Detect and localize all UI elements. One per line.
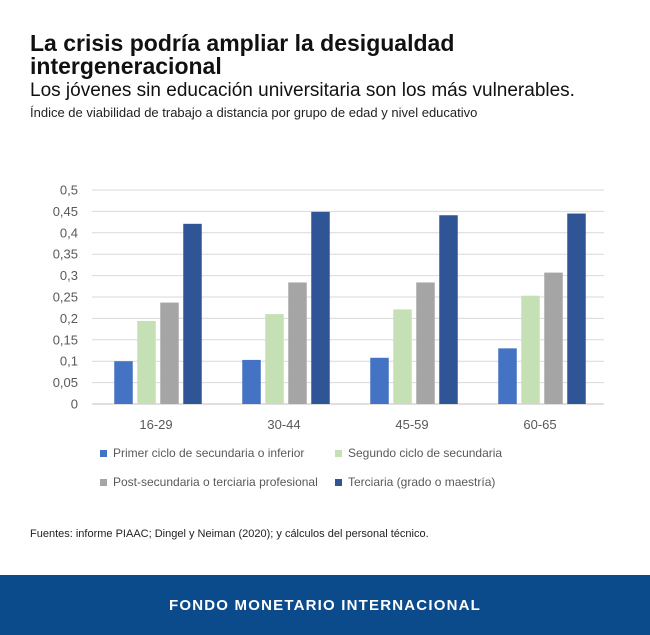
bar: [114, 361, 133, 404]
y-tick-label: 0,25: [53, 290, 78, 305]
y-tick-label: 0,45: [53, 204, 78, 219]
legend-swatch: [100, 449, 107, 457]
bar: [439, 215, 458, 404]
footer-label: FONDO MONETARIO INTERNACIONAL: [168, 596, 481, 614]
bar: [183, 223, 202, 404]
y-tick-label: 0,35: [53, 247, 78, 262]
legend-swatch: [335, 478, 342, 486]
legend-item-series-3: Post-secundaria o terciaria profesional: [100, 475, 318, 489]
x-tick-label: 30-44: [267, 417, 300, 432]
y-tick-label: 0,15: [53, 332, 78, 347]
bar: [265, 314, 284, 404]
x-tick-label: 16-29: [139, 417, 172, 432]
bar: [567, 213, 586, 404]
legend-label: Primer ciclo de secundaria o inferior: [113, 446, 305, 460]
legend-item-series-1: Primer ciclo de secundaria o inferior: [100, 446, 304, 460]
legend-item-series-4: Terciaria (grado o maestría): [335, 475, 495, 489]
bar-chart: 0 0,05 0,1 0,15 0,2 0,25 0,3 0,35 0,4 0,45 0,5 16-2…: [53, 183, 604, 432]
footer-bar: FONDO MONETARIO INTERNACIONAL: [0, 575, 650, 635]
bar: [521, 295, 540, 404]
bar: [311, 211, 330, 404]
bar: [160, 302, 179, 404]
chart-title: La crisis podría ampliar la desigualdad …: [30, 30, 455, 79]
legend-item-series-2: Segundo ciclo de secundaria: [335, 446, 502, 460]
legend-swatch: [100, 478, 107, 486]
y-tick-label: 0: [71, 397, 78, 412]
chart-description: Índice de viabilidad de trabajo a distan…: [30, 105, 478, 120]
legend-label: Segundo ciclo de secundaria: [348, 446, 503, 460]
legend-label: Terciaria (grado o maestría): [348, 475, 496, 489]
y-tick-label: 0,4: [60, 225, 78, 240]
bar: [242, 359, 261, 404]
bar: [498, 348, 517, 404]
x-tick-label: 60-65: [523, 417, 556, 432]
y-tick-label: 0,2: [60, 311, 78, 326]
source-note: Fuentes: informe PIAAC; Dingel y Neiman …: [30, 528, 429, 540]
y-tick-label: 0,3: [60, 268, 78, 283]
bar: [544, 272, 563, 404]
bar: [137, 320, 156, 404]
legend-swatch: [335, 449, 342, 457]
y-tick-label: 0,1: [60, 354, 78, 369]
bar: [370, 357, 389, 404]
bar: [288, 282, 307, 404]
bar: [393, 309, 412, 404]
bar: [416, 282, 435, 404]
y-tick-label: 0,5: [60, 183, 78, 198]
x-tick-label: 45-59: [395, 417, 428, 432]
chart-subtitle: Los jóvenes sin educación universitaria …: [30, 80, 575, 101]
y-tick-label: 0,05: [53, 375, 78, 390]
legend-label: Post-secundaria o terciaria profesional: [113, 475, 318, 489]
